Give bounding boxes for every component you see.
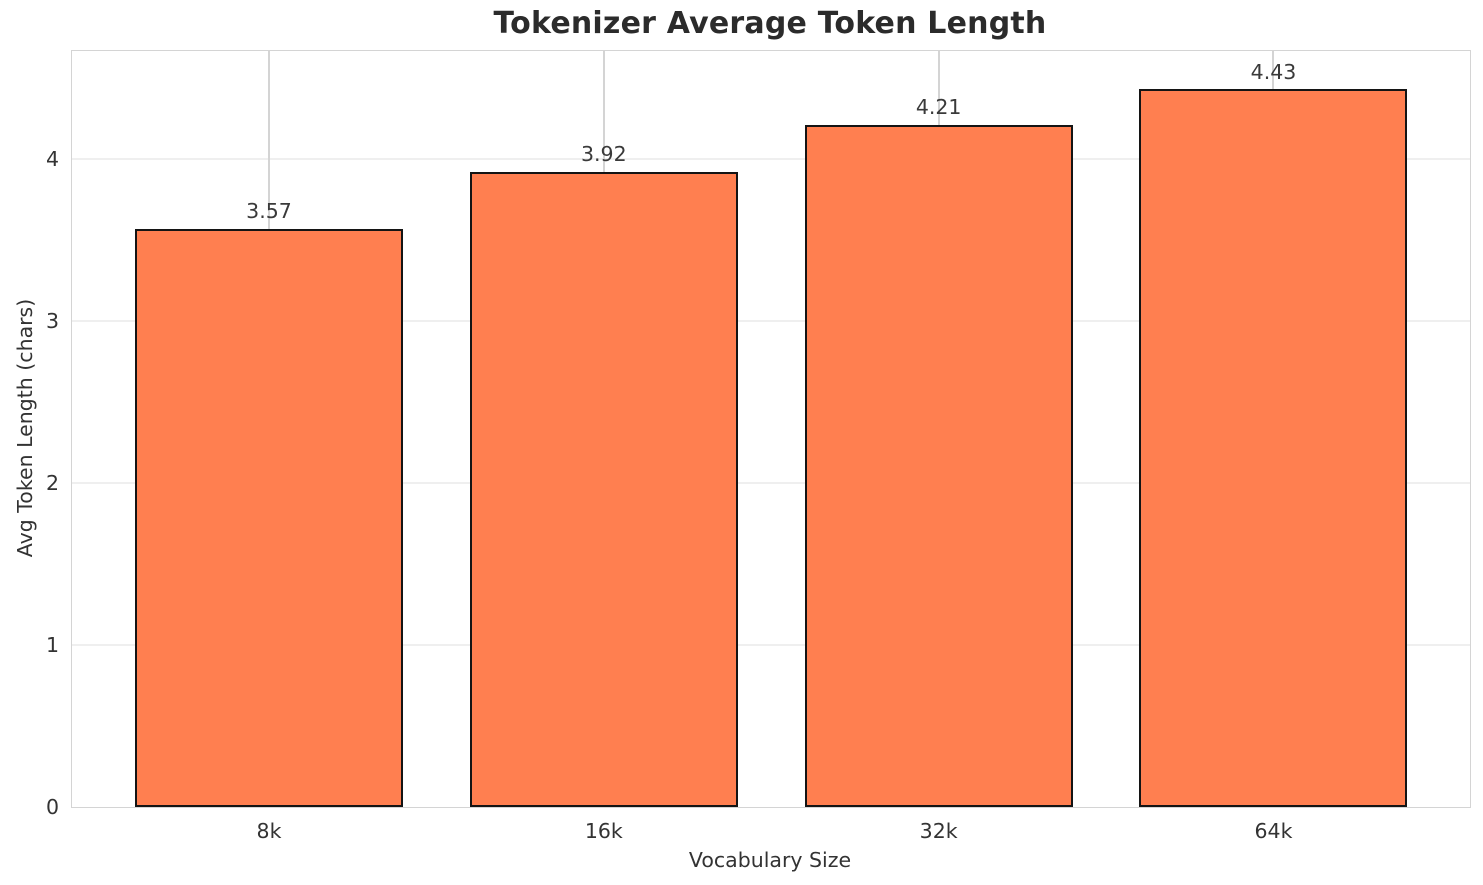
h-gridline-1 bbox=[72, 644, 1470, 646]
y-tick-label-3: 3 bbox=[45, 308, 59, 333]
y-tick-label-0: 0 bbox=[45, 794, 59, 819]
y-tick-label-2: 2 bbox=[45, 470, 59, 495]
y-axis-label: Avg Token Length (chars) bbox=[13, 298, 37, 558]
bar-32k bbox=[804, 124, 1073, 807]
y-tick-label-1: 1 bbox=[45, 632, 59, 657]
bar-value-label-32k: 4.21 bbox=[915, 95, 962, 120]
chart-title: Tokenizer Average Token Length bbox=[493, 6, 1047, 41]
bar-16k bbox=[469, 171, 738, 807]
x-tick-label-64k: 64k bbox=[1254, 819, 1293, 843]
bar-value-label-16k: 3.92 bbox=[581, 142, 627, 167]
y-tick-label-4: 4 bbox=[45, 146, 59, 171]
bar-8k bbox=[135, 228, 403, 807]
x-tick-label-16k: 16k bbox=[584, 819, 623, 843]
h-gridline-3 bbox=[72, 320, 1470, 322]
h-gridline-2 bbox=[72, 482, 1470, 484]
bar-value-label-8k: 3.57 bbox=[246, 199, 292, 224]
h-gridline-4 bbox=[72, 158, 1470, 160]
x-axis-label: Vocabulary Size bbox=[688, 848, 852, 872]
plot-area: 3.57 3.92 4.21 4.43 0 1 2 3 4 8k 16k 32k 64k bbox=[46, 50, 1471, 841]
bar-value-label-64k: 4.43 bbox=[1250, 59, 1297, 84]
bar-64k bbox=[1139, 89, 1408, 807]
x-tick-label-32k: 32k bbox=[919, 819, 958, 843]
x-tick-label-8k: 8k bbox=[256, 819, 282, 843]
